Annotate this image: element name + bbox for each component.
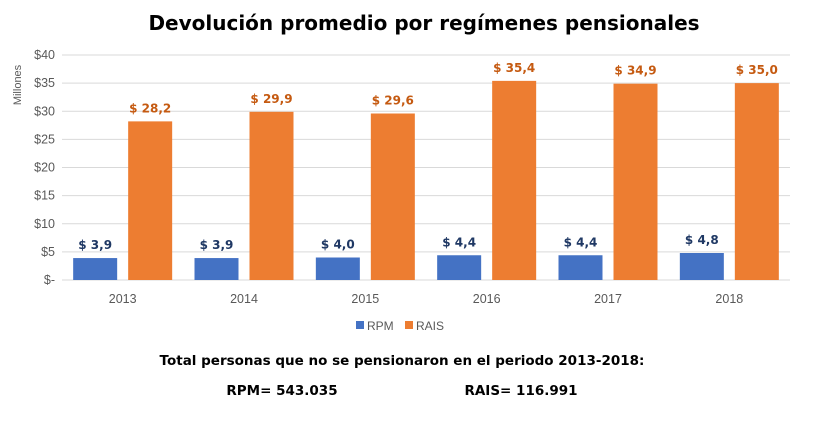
data-label-rpm-2017: $ 4,4 [564, 235, 598, 249]
x-tick-label: 2017 [594, 292, 622, 306]
y-axis-label: Millones [12, 64, 24, 105]
legend-swatch-rpm [356, 321, 364, 329]
bar-rpm-2018 [679, 253, 724, 280]
legend-label-rpm: RPM [367, 319, 394, 333]
note-headline: Total personas que no se pensionaron en … [160, 353, 645, 369]
y-tick-label: $20 [34, 161, 55, 175]
bar-rais-2015 [370, 113, 415, 280]
gridlines [62, 54, 790, 281]
y-tick-label: $25 [34, 132, 55, 146]
data-label-rpm-2013: $ 3,9 [78, 238, 112, 252]
y-tick-label: $15 [34, 189, 55, 203]
data-label-rais-2016: $ 35,4 [493, 61, 535, 75]
bar-rais-2018 [734, 83, 779, 280]
x-axis-ticks: 2013 2014 2015 2016 2017 2018 [109, 292, 744, 306]
x-tick-label: 2018 [715, 292, 743, 306]
note-rais-total: RAIS= 116.991 [464, 383, 577, 399]
x-tick-label: 2014 [230, 292, 258, 306]
bar-rais-2016 [492, 80, 537, 280]
legend: RPM RAIS [356, 319, 444, 333]
data-labels: $ 3,9 $ 28,2 $ 3,9 $ 29,9 $ 4,0 $ 29,6 $ 4,4 $ … [78, 61, 778, 252]
bars [73, 80, 779, 280]
data-label-rais-2017: $ 34,9 [614, 64, 656, 78]
legend-label-rais: RAIS [416, 319, 444, 333]
y-tick-label: $5 [41, 245, 55, 259]
y-axis-ticks: $- $5 $10 $15 $20 $25 $30 $35 $40 [34, 48, 55, 287]
bar-rpm-2017 [558, 255, 603, 280]
bar-rais-2013 [128, 121, 173, 280]
x-tick-label: 2016 [473, 292, 501, 306]
bar-rpm-2013 [73, 258, 118, 280]
y-tick-label: $40 [34, 48, 55, 62]
x-tick-label: 2015 [351, 292, 379, 306]
y-tick-label: $10 [34, 217, 55, 231]
bar-rais-2017 [613, 83, 658, 280]
y-tick-label: $30 [34, 104, 55, 118]
chart-title: Devolución promedio por regímenes pensio… [148, 11, 699, 35]
legend-swatch-rais [405, 321, 413, 329]
data-label-rpm-2016: $ 4,4 [442, 235, 476, 249]
bar-rpm-2015 [315, 257, 360, 280]
data-label-rpm-2018: $ 4,8 [685, 233, 719, 247]
x-tick-label: 2013 [109, 292, 137, 306]
data-label-rais-2018: $ 35,0 [736, 63, 778, 77]
data-label-rpm-2015: $ 4,0 [321, 238, 355, 252]
data-label-rpm-2014: $ 3,9 [200, 238, 234, 252]
bar-rpm-2016 [437, 255, 482, 280]
note-rpm-total: RPM= 543.035 [226, 383, 337, 399]
y-tick-label: $35 [34, 76, 55, 90]
bar-rais-2014 [249, 111, 294, 280]
data-label-rais-2013: $ 28,2 [129, 101, 171, 115]
data-label-rais-2014: $ 29,9 [250, 92, 292, 106]
y-tick-label: $- [44, 273, 55, 287]
bar-rpm-2014 [194, 258, 239, 280]
data-label-rais-2015: $ 29,6 [372, 94, 414, 108]
